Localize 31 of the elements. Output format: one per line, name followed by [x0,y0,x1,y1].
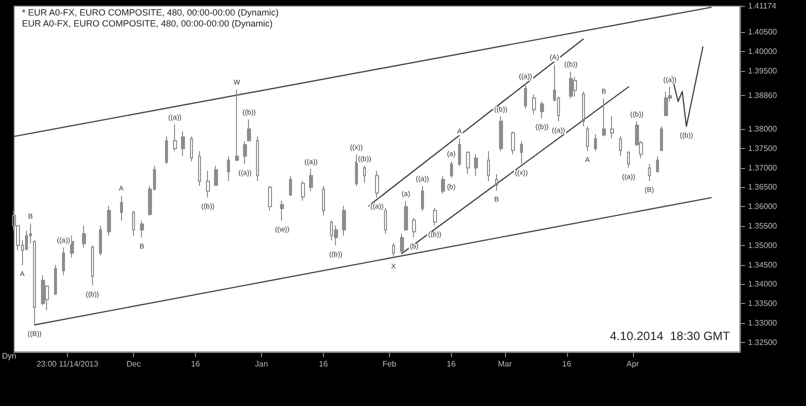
y-tick-label: 1.39500 [748,66,778,76]
y-tick-label: 1.40000 [748,47,778,56]
x-tick-label: Dec [126,360,141,368]
y-tick-label: 1.36500 [748,182,778,192]
y-tick-label: 1.33000 [748,318,778,328]
annotation: 4.10.2014 18:30 GMT [610,329,731,343]
x-tick-label: Feb [382,360,397,368]
x-tick-label: 16 [191,360,200,368]
x-tick-label: 16 [446,360,456,368]
x-tick-label: 16 [562,360,572,368]
x-tick-label: Mar [498,360,512,368]
y-tick-label: 1.41174 [748,2,777,10]
y-tick-label: 1.37000 [748,163,778,172]
y-tick-label: 1.33500 [748,299,778,308]
annotation: Dyn [2,352,16,360]
x-tick-label: 23:00 11/14/2013 [36,360,99,368]
y-tick-label: 1.35500 [748,221,778,230]
y-tick-label: 1.34500 [748,260,778,270]
x-tick-label: Jan [255,360,268,368]
x-tick-label: Apr [626,360,640,368]
x-tick-label: 16 [318,360,328,368]
y-tick-label: 1.37500 [748,144,778,153]
y-tick-label: 1.38860 [748,91,778,100]
text: EUR A0-FX, EURO COMPOSITE, 480, 00:00-00:00 (Dynamic) [22,18,273,28]
y-tick-label: 1.34000 [748,280,778,289]
y-tick-label: 1.35000 [748,240,778,250]
y-tick-label: 1.32500 [748,338,778,347]
y-tick-label: 1.40500 [748,28,778,37]
y-tick-label: 1.38000 [748,124,778,134]
y-tick-label: 1.36000 [748,202,778,212]
chart-title: * EUR A0-FX, EURO COMPOSITE, 480, 00:00-00:00 (Dynamic) [22,8,279,18]
